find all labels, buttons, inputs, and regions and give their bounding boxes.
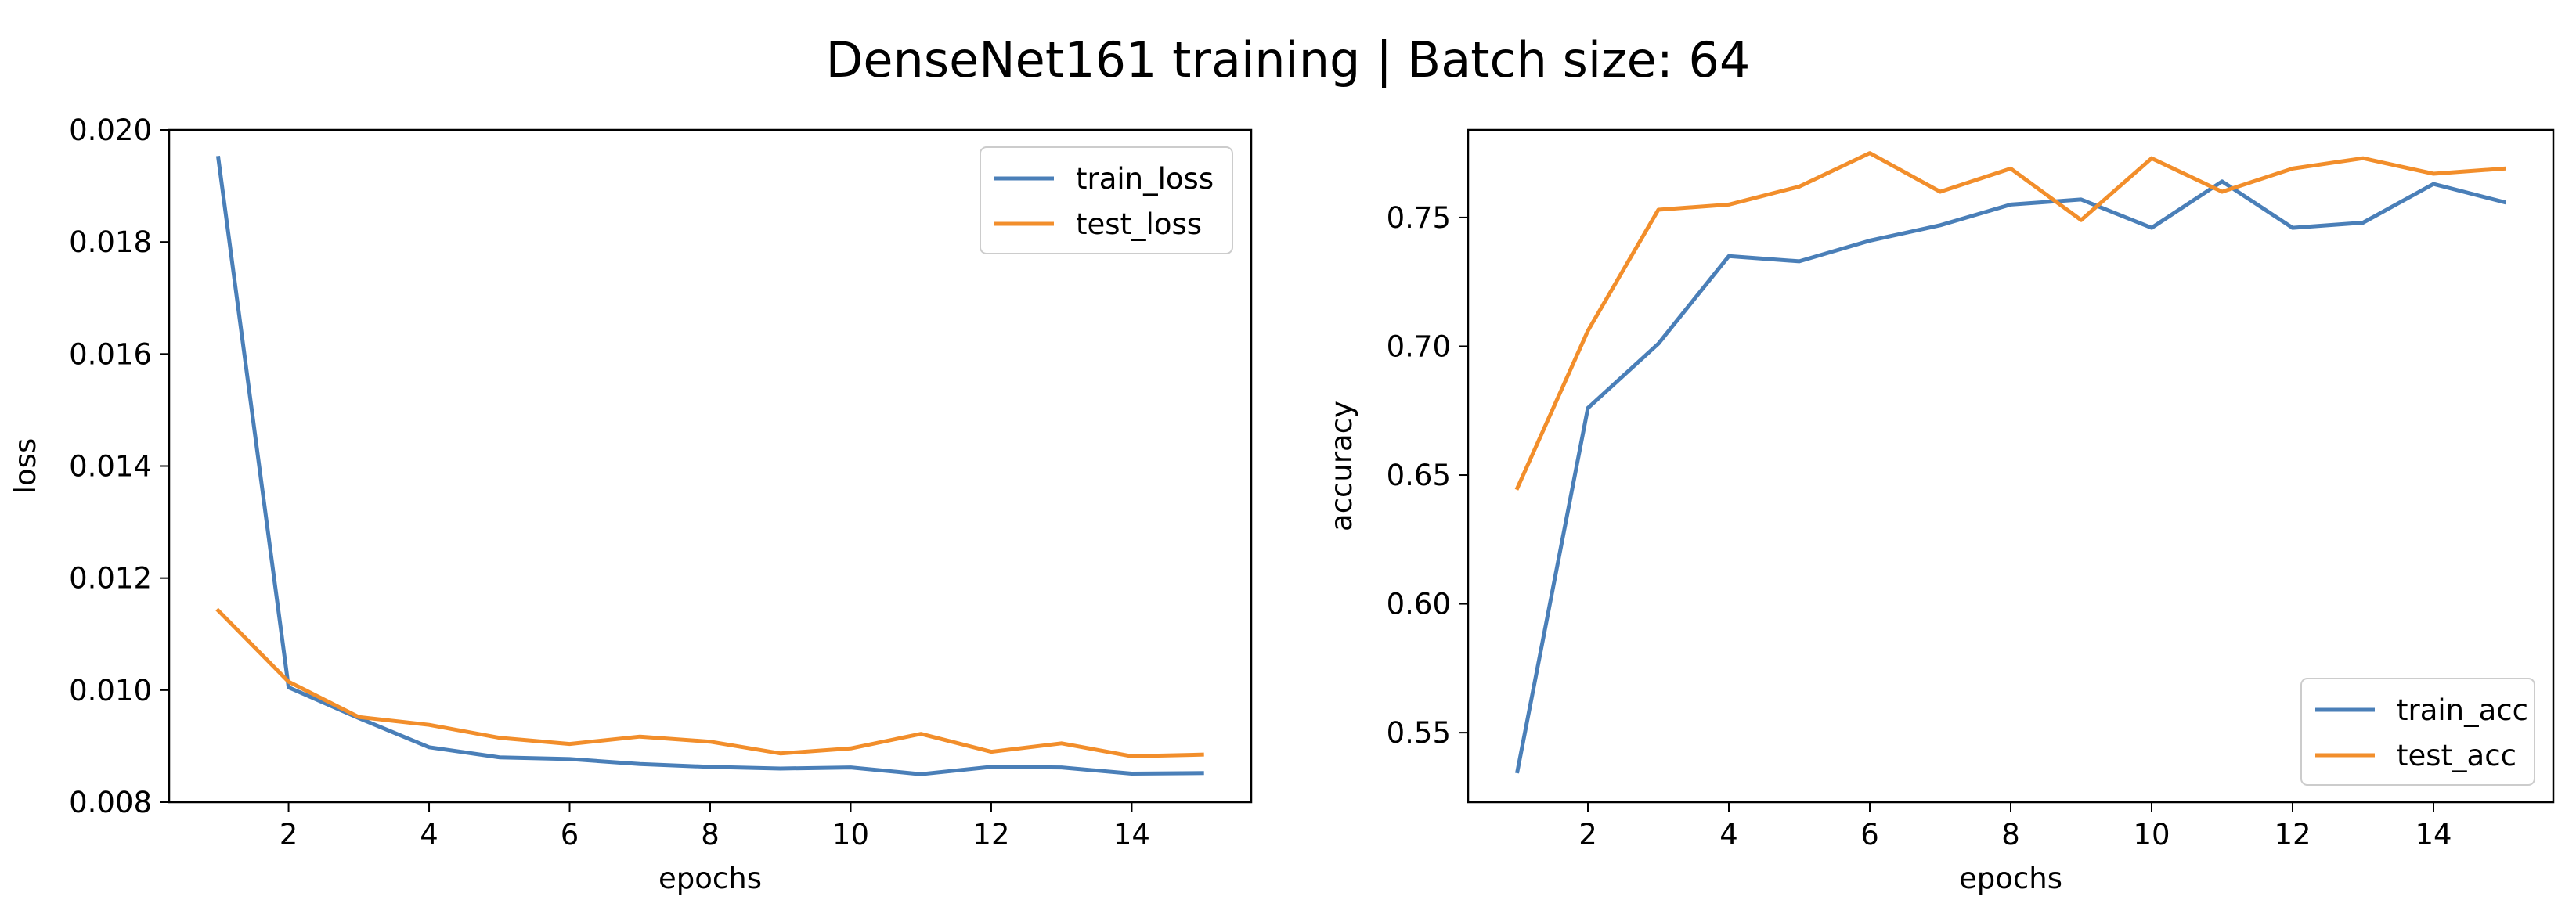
loss-y-tick-label: 0.014	[69, 450, 152, 484]
accuracy-x-tick-label: 6	[1860, 818, 1879, 851]
loss-axes-frame	[168, 128, 1253, 804]
loss-legend-box	[980, 146, 1233, 254]
legend-label-test-acc: test_acc	[2397, 739, 2516, 772]
accuracy-y-tick-label: 0.65	[1387, 459, 1451, 492]
accuracy-y-axis-label: accuracy	[1325, 401, 1358, 531]
accuracy-x-tick-label: 4	[1719, 818, 1738, 851]
loss-x-tick-label: 14	[1113, 818, 1150, 851]
loss-x-tick-label: 4	[420, 818, 438, 851]
loss-x-tick-label: 8	[701, 818, 720, 851]
loss-y-tick-label: 0.016	[69, 337, 152, 371]
accuracy-axes-frame	[1467, 128, 2555, 804]
loss-x-tick-label: 2	[280, 818, 298, 851]
figure-title: DenseNet161 training | Batch size: 64	[826, 31, 1751, 89]
loss-y-tick-label: 0.018	[69, 225, 152, 259]
accuracy-x-tick-label: 2	[1578, 818, 1597, 851]
loss-x-tick-label: 10	[832, 818, 869, 851]
accuracy-chart-panel: 2 4 6 8 10 12 14 0.55 0.60 0.65 0.70 0.75 epochs accu…	[1325, 128, 2555, 895]
loss-y-tick-label: 0.010	[69, 674, 152, 707]
accuracy-legend: train_acc test_acc	[2300, 678, 2535, 786]
legend-label-test-loss: test_loss	[1076, 207, 1202, 241]
accuracy-x-tick-label: 12	[2274, 818, 2311, 851]
accuracy-x-tick-label: 10	[2133, 818, 2170, 851]
accuracy-x-tick-label: 8	[2001, 818, 2020, 851]
loss-y-axis-label: loss	[9, 438, 42, 494]
loss-x-tick-label: 12	[972, 818, 1009, 851]
loss-chart-panel: 2 4 6 8 10 12 14 0.008 0.010 0.012 0.014 0.016 0.018…	[9, 113, 1253, 895]
loss-y-tick-label: 0.012	[69, 562, 152, 596]
series-line-test-acc	[1514, 151, 2506, 491]
accuracy-x-axis-label: epochs	[1959, 862, 2062, 895]
loss-y-tick-label: 0.008	[69, 786, 152, 819]
accuracy-y-tick-label: 0.55	[1387, 716, 1451, 750]
accuracy-x-tick-label: 14	[2415, 818, 2452, 851]
loss-x-axis-label: epochs	[658, 862, 762, 895]
series-line-test-loss	[215, 607, 1204, 758]
loss-y-tick-label: 0.020	[69, 113, 152, 147]
loss-legend: train_loss test_loss	[980, 146, 1233, 254]
series-line-train-acc	[1515, 179, 2507, 774]
accuracy-y-tick-label: 0.70	[1387, 329, 1451, 363]
legend-label-train-acc: train_acc	[2397, 693, 2528, 727]
accuracy-legend-box	[2300, 678, 2535, 786]
loss-x-tick-label: 6	[561, 818, 579, 851]
accuracy-y-tick-label: 0.75	[1387, 201, 1451, 235]
series-line-train-loss	[215, 155, 1204, 776]
legend-label-train-loss: train_loss	[1076, 162, 1214, 196]
accuracy-y-tick-label: 0.60	[1387, 588, 1451, 621]
